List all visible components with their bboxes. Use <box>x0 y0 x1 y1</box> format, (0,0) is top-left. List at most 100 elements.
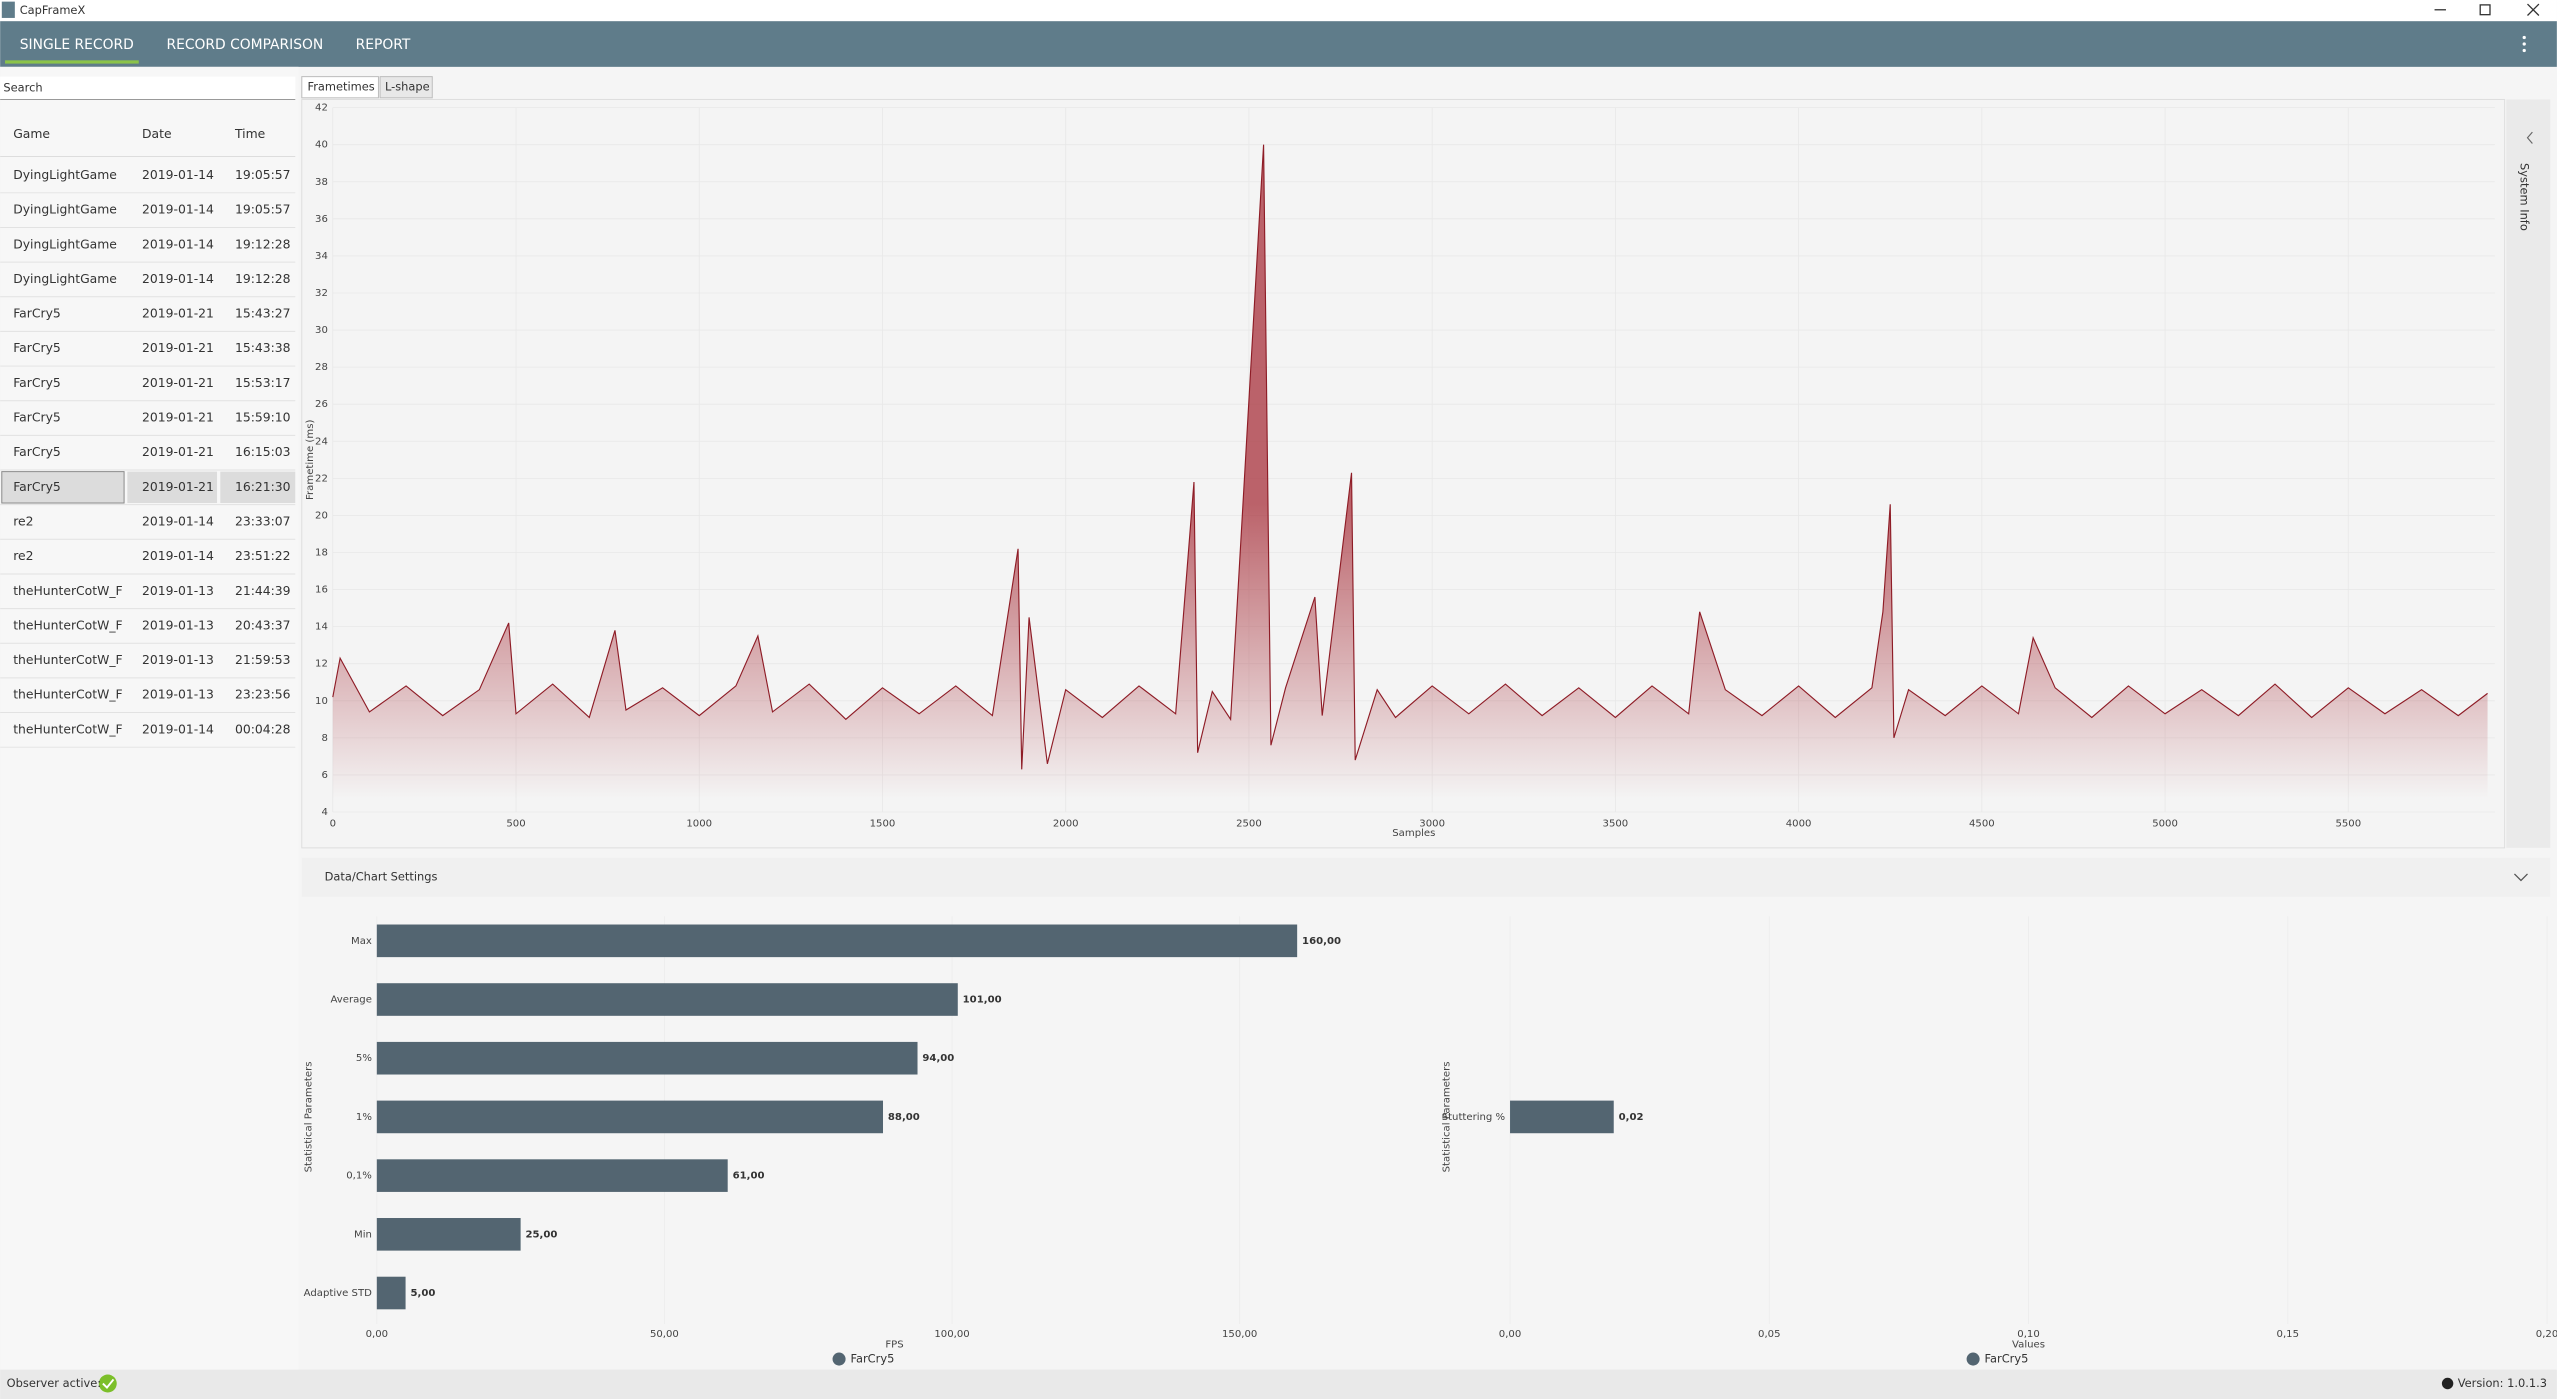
table-cell[interactable]: 15:53:17 <box>235 375 291 390</box>
tab-label[interactable]: Frametimes <box>308 80 375 94</box>
tab-label[interactable]: L-shape <box>385 80 430 94</box>
table-cell[interactable]: 19:12:28 <box>235 271 291 286</box>
expand-icon[interactable] <box>2526 131 2533 144</box>
search-box[interactable] <box>0 76 296 100</box>
legend-label[interactable]: FarCry5 <box>850 1352 894 1366</box>
table-cell[interactable]: 2019-01-13 <box>142 687 214 702</box>
table-cell[interactable]: theHunterCotW_F <box>13 687 122 702</box>
menu-button[interactable] <box>2522 48 2526 53</box>
table-cell[interactable]: re2 <box>13 513 33 528</box>
table-cell[interactable]: 2019-01-13 <box>142 583 214 598</box>
tab[interactable] <box>301 76 379 99</box>
nav-tab[interactable]: RECORD COMPARISON <box>166 37 323 53</box>
y-tick-label: 40 <box>315 140 328 151</box>
table-cell[interactable]: 23:23:56 <box>235 687 291 702</box>
table-cell[interactable]: 2019-01-21 <box>142 410 214 425</box>
system-info-panel[interactable] <box>2506 99 2551 848</box>
table-cell[interactable]: 2019-01-14 <box>142 167 214 182</box>
table-cell[interactable]: FarCry5 <box>13 410 61 425</box>
y-tick-label: 0,1% <box>346 1171 372 1182</box>
table-cell[interactable]: DyingLightGame <box>13 167 117 182</box>
table-cell[interactable]: 16:21:30 <box>235 479 291 494</box>
table-cell[interactable]: 2019-01-21 <box>142 340 214 355</box>
table-cell[interactable]: 21:44:39 <box>235 583 291 598</box>
table-cell[interactable]: 15:43:27 <box>235 306 291 321</box>
table-cell[interactable]: 23:51:22 <box>235 548 291 563</box>
table-cell[interactable]: FarCry5 <box>13 375 61 390</box>
legend-marker[interactable] <box>832 1352 846 1366</box>
value-label: 94,00 <box>922 1053 954 1064</box>
table-cell[interactable]: 2019-01-21 <box>142 479 214 494</box>
nav-bar <box>0 21 2557 67</box>
table-cell[interactable]: 19:05:57 <box>235 167 291 182</box>
search-placeholder: Search <box>3 81 42 95</box>
chevron[interactable] <box>2513 873 2528 882</box>
menu-button[interactable] <box>2522 35 2526 40</box>
table-cell[interactable]: 19:12:28 <box>235 236 291 251</box>
nav-tab[interactable]: REPORT <box>356 37 411 53</box>
table-cell[interactable]: DyingLightGame <box>13 271 117 286</box>
y-tick-label: 5% <box>356 1053 372 1064</box>
close-button[interactable] <box>2527 3 2540 16</box>
table-cell[interactable]: theHunterCotW_F <box>13 652 122 667</box>
x-tick-label: 0,00 <box>1499 1329 1521 1340</box>
table-cell[interactable]: FarCry5 <box>13 306 61 321</box>
table-cell[interactable]: 2019-01-14 <box>142 721 214 736</box>
y-tick-label: 22 <box>315 473 328 484</box>
x-axis-title: Values <box>2012 1339 2045 1350</box>
table-cell[interactable]: 2019-01-14 <box>142 548 214 563</box>
restore-button[interactable] <box>2479 4 2491 16</box>
table-cell[interactable]: FarCry5 <box>13 444 61 459</box>
table-cell[interactable]: 00:04:28 <box>235 721 291 736</box>
x-tick-label: 0,10 <box>2017 1329 2039 1340</box>
table-cell[interactable]: 2019-01-13 <box>142 617 214 632</box>
table-cell[interactable]: 2019-01-21 <box>142 375 214 390</box>
table-cell[interactable]: 21:59:53 <box>235 652 291 667</box>
table-cell[interactable]: 15:43:38 <box>235 340 291 355</box>
table-cell[interactable]: 23:33:07 <box>235 513 291 528</box>
table-cell[interactable]: 20:43:37 <box>235 617 291 632</box>
column-header[interactable]: Date <box>142 126 172 141</box>
bar <box>1510 1100 1614 1134</box>
y-tick-label: 6 <box>321 770 327 781</box>
table-cell[interactable]: 16:15:03 <box>235 444 291 459</box>
y-tick-label: Adaptive STD <box>304 1288 372 1299</box>
x-tick-label: 2000 <box>1053 818 1079 829</box>
table-cell[interactable]: DyingLightGame <box>13 236 117 251</box>
table-cell[interactable]: 2019-01-14 <box>142 513 214 528</box>
settings-header[interactable]: Data/Chart Settings <box>325 870 438 884</box>
x-tick-label: 5000 <box>2152 818 2178 829</box>
table-cell[interactable]: re2 <box>13 548 33 563</box>
menu-button[interactable] <box>2522 42 2526 46</box>
x-tick-label: 50,00 <box>650 1329 679 1340</box>
legend-marker[interactable] <box>1966 1352 1980 1366</box>
table-cell[interactable]: 2019-01-21 <box>142 306 214 321</box>
version: Version: 1.0.1.3 <box>2458 1376 2547 1390</box>
side-panel-label[interactable]: System Info <box>2518 163 2532 231</box>
column-header[interactable]: Time <box>234 126 265 141</box>
table-cell[interactable]: theHunterCotW_F <box>13 721 122 736</box>
bar <box>376 1159 728 1192</box>
y-tick-label: 24 <box>315 436 328 447</box>
table-cell[interactable]: theHunterCotW_F <box>13 583 122 598</box>
table-cell[interactable]: FarCry5 <box>13 479 61 494</box>
table-cell[interactable]: 19:05:57 <box>235 202 291 217</box>
table-cell[interactable]: 2019-01-14 <box>142 271 214 286</box>
status-bar <box>0 1369 2557 1399</box>
table-cell[interactable]: 2019-01-14 <box>142 236 214 251</box>
column-header[interactable]: Game <box>13 126 50 141</box>
nav-tab[interactable]: SINGLE RECORD <box>20 37 134 53</box>
x-tick-label: 5500 <box>2335 818 2361 829</box>
table-cell[interactable]: 2019-01-21 <box>142 444 214 459</box>
table-cell[interactable]: 15:59:10 <box>235 410 291 425</box>
x-tick-label: 3500 <box>1603 818 1629 829</box>
observer-status: Observer active: <box>7 1376 101 1390</box>
table-cell[interactable]: 2019-01-13 <box>142 652 214 667</box>
legend-label[interactable]: FarCry5 <box>1985 1352 2029 1366</box>
table-cell[interactable]: FarCry5 <box>13 340 61 355</box>
settings-expander[interactable] <box>301 857 2551 897</box>
tab[interactable] <box>379 76 433 99</box>
table-cell[interactable]: DyingLightGame <box>13 202 117 217</box>
table-cell[interactable]: 2019-01-14 <box>142 202 214 217</box>
table-cell[interactable]: theHunterCotW_F <box>13 617 122 632</box>
